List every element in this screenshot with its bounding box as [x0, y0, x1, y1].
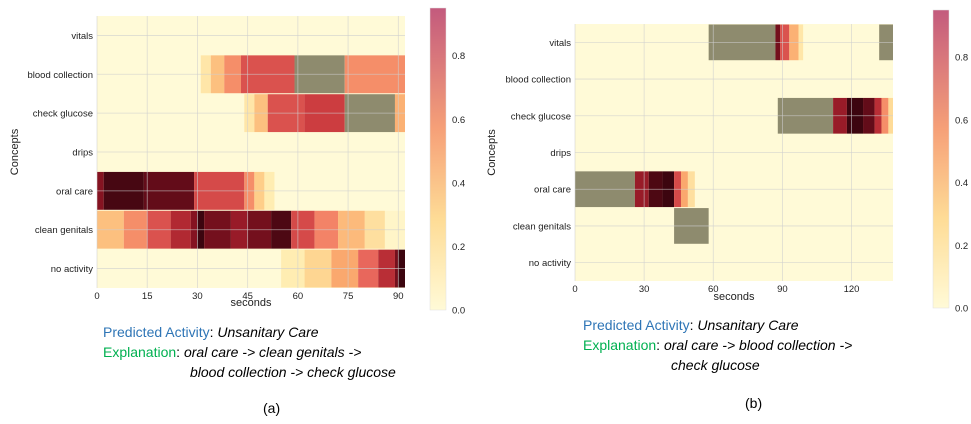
colorbar-tick-label: 0.0	[955, 304, 968, 315]
colorbar-tick-label: 0.4	[955, 178, 968, 189]
panel-label-b: (b)	[745, 395, 763, 411]
concept-label: no activity	[529, 258, 571, 269]
caption-a-line1: Predicted Activity: Unsanitary Care	[103, 324, 319, 340]
caption-a-predicted-value: Unsanitary Care	[217, 324, 319, 340]
concept-label: drips	[72, 148, 93, 159]
heatmap-panel-b: vitals blood collection check glucose drips…	[486, 9, 968, 315]
caption-b-line2: Explanation: oral care -> blood collecti…	[583, 337, 853, 353]
heatmap-panel-a: vitals blood collection check glucose drips…	[9, 7, 465, 317]
y-axis-label: Concepts	[9, 128, 21, 175]
x-tick-label: 0	[94, 291, 99, 302]
caption-b-explanation-2: check glucose	[671, 357, 760, 373]
colorbar	[932, 9, 950, 309]
colorbar-tick-label: 0.4	[452, 178, 465, 189]
x-tick-label: 90	[393, 291, 404, 302]
caption-b-explanation-label: Explanation	[583, 337, 657, 353]
caption-b-explanation-1: oral care -> blood collection ->	[663, 337, 853, 353]
x-tick-label: 0	[572, 284, 577, 295]
caption-b-line3: check glucose	[671, 355, 760, 375]
x-tick-label: 30	[639, 284, 650, 295]
concept-label: drips	[550, 148, 571, 159]
x-tick-label: 60	[293, 291, 304, 302]
colorbar-tick-label: 0.8	[955, 53, 968, 64]
concept-label: clean genitals	[513, 221, 571, 232]
x-tick-label: 120	[844, 284, 860, 295]
concept-label: check glucose	[33, 109, 93, 120]
colorbar-tick-label: 0.6	[452, 115, 465, 126]
x-tick-label: 15	[142, 291, 153, 302]
x-tick-label: 90	[777, 284, 788, 295]
concept-label: blood collection	[506, 75, 572, 86]
x-axis-label: seconds	[231, 297, 272, 309]
concept-label: oral care	[534, 185, 571, 196]
caption-b-line1: Predicted Activity: Unsanitary Care	[583, 317, 799, 333]
caption-b-predicted-label: Predicted Activity	[583, 317, 690, 333]
caption-a-line3: blood collection -> check glucose	[190, 362, 396, 382]
caption-a-explanation-1: oral care -> clean genitals ->	[183, 344, 362, 360]
colorbar-tick-label: 0.2	[452, 242, 465, 253]
caption-a-line2: Explanation: oral care -> clean genitals…	[103, 344, 362, 360]
x-tick-label: 45	[242, 291, 253, 302]
colorbar-tick-label: 0.2	[955, 241, 968, 252]
x-tick-label: 75	[343, 291, 354, 302]
caption-b-predicted-value: Unsanitary Care	[697, 317, 799, 333]
colorbar-tick-label: 0.6	[955, 115, 968, 126]
colorbar	[429, 7, 447, 311]
colorbar-tick-label: 0.8	[452, 51, 465, 62]
concept-label: vitals	[71, 31, 93, 42]
caption-a-explanation-label: Explanation	[103, 344, 177, 360]
x-tick-label: 60	[708, 284, 719, 295]
concept-label: check glucose	[511, 111, 571, 122]
caption-a-predicted-label: Predicted Activity	[103, 324, 210, 340]
concept-label: clean genitals	[35, 225, 93, 236]
x-tick-label: 30	[192, 291, 203, 302]
y-axis-label: Concepts	[486, 129, 498, 176]
caption-a-explanation-2: blood collection -> check glucose	[190, 364, 396, 380]
concept-label: oral care	[56, 186, 93, 197]
colorbar-tick-label: 0.0	[452, 306, 465, 317]
concept-label: vitals	[549, 38, 571, 49]
concept-label: blood collection	[28, 70, 94, 81]
x-axis-label: seconds	[714, 291, 755, 303]
concept-label: no activity	[51, 264, 93, 275]
panel-label-a: (a)	[263, 400, 281, 416]
